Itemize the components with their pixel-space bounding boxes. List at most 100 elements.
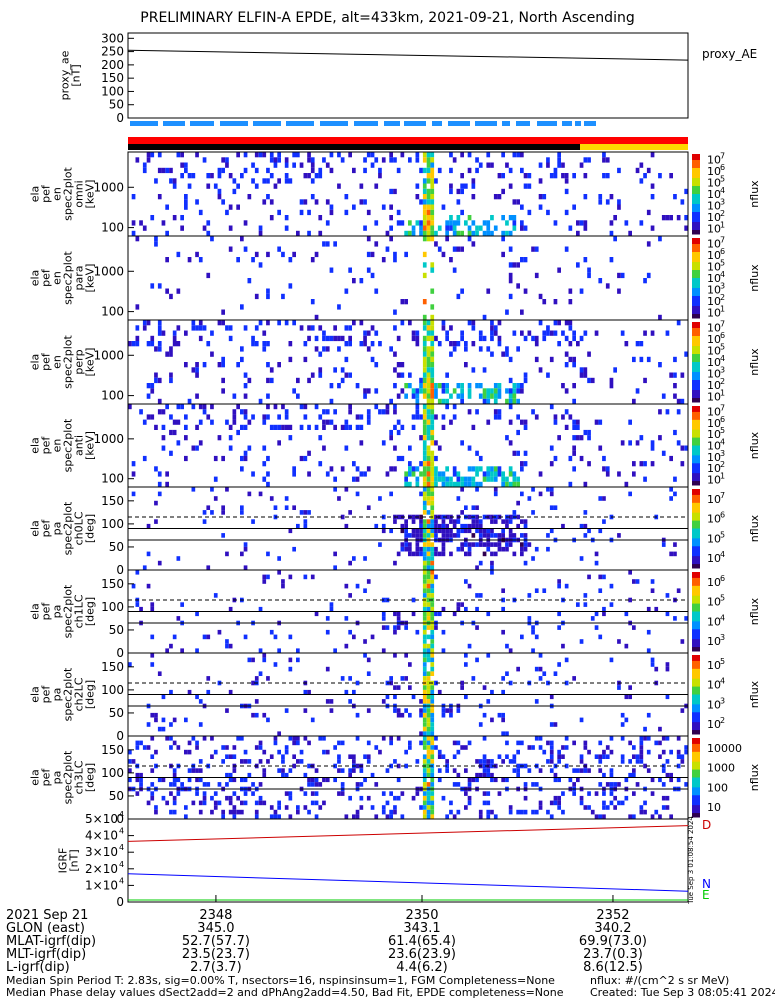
- colorbar-step: [692, 441, 700, 445]
- spec-pixel: [464, 346, 468, 352]
- spec-pixel: [437, 167, 442, 174]
- spec-pixel: [475, 593, 479, 598]
- spec-pixel: [422, 419, 427, 425]
- colorbar-tick-exp: 3: [720, 365, 725, 374]
- spec-pixel: [191, 325, 196, 331]
- spec-pixel: [277, 246, 281, 252]
- spec-pixel: [415, 393, 420, 399]
- spec-pixel: [400, 712, 405, 718]
- spec-pixel: [333, 424, 337, 430]
- spec-pixel: [658, 236, 662, 242]
- spec-pixel: [508, 528, 513, 534]
- spec-pixel: [381, 157, 386, 163]
- spec-pixel: [415, 335, 420, 342]
- spec-pixel: [546, 533, 550, 538]
- spec-pixel: [206, 173, 211, 179]
- colorbar-tick: 10: [707, 390, 721, 403]
- spec-pixel: [460, 330, 464, 336]
- spec-pixel: [426, 209, 431, 216]
- ylabel-line: pa: [51, 522, 64, 536]
- colorbar-step: [692, 156, 700, 159]
- spec-pixel: [240, 356, 244, 363]
- spec-pixel: [217, 194, 222, 200]
- spec-pixel: [587, 267, 591, 273]
- spec-pixel: [195, 745, 199, 750]
- spec-pixel: [251, 257, 255, 263]
- spec-pixel: [478, 759, 483, 764]
- spec-pixel: [430, 351, 435, 357]
- spec-pixel: [564, 763, 569, 769]
- spec-pixel: [520, 330, 524, 336]
- ylabel-line: ch2LC: [73, 677, 86, 711]
- spec-pixel: [389, 814, 393, 819]
- spec-pixel: [243, 450, 248, 456]
- spec-pixel: [583, 740, 588, 746]
- spec-pixel: [176, 777, 181, 783]
- spec-pixel: [568, 414, 573, 420]
- spec-pixel: [632, 754, 636, 759]
- colorbar-step: [692, 556, 700, 559]
- spec-pixel: [161, 777, 166, 783]
- spec-pixel: [430, 267, 435, 273]
- spec-pixel: [605, 283, 610, 289]
- spec-pixel: [366, 409, 371, 415]
- spec-pixel: [460, 685, 464, 690]
- spec-pixel: [475, 565, 479, 570]
- spec-pixel: [497, 335, 502, 342]
- spec-pixel: [307, 809, 311, 815]
- spec-pixel: [430, 236, 435, 242]
- colorbar-tick: 10: [707, 615, 721, 628]
- spec-pixel: [381, 611, 386, 617]
- spec-pixel: [538, 204, 543, 210]
- colorbar-step: [692, 809, 700, 812]
- spec-pixel: [445, 388, 449, 394]
- colorbar-step: [692, 160, 700, 163]
- spec-pixel: [337, 791, 341, 796]
- spec-pixel: [538, 471, 543, 477]
- colorbar-step: [692, 352, 700, 355]
- spec-pixel: [225, 772, 229, 778]
- spec-pixel: [628, 685, 632, 690]
- spec-pixel: [404, 230, 408, 237]
- spec-pixel: [422, 768, 427, 773]
- spec-pixel: [557, 583, 561, 589]
- spec-pixel: [576, 602, 580, 607]
- spec-pixel: [150, 283, 155, 289]
- spec-pixel: [262, 653, 267, 658]
- spec-pixel: [564, 424, 569, 430]
- spec-pixel: [673, 616, 677, 621]
- spec-pixel: [512, 152, 517, 158]
- spec-pixel: [363, 754, 367, 759]
- spec-pixel: [460, 481, 464, 487]
- spec-pixel: [680, 461, 685, 467]
- spec-pixel: [169, 293, 173, 300]
- spec-pixel: [430, 519, 435, 524]
- spec-pixel: [422, 523, 427, 529]
- spec-pixel: [277, 800, 281, 806]
- ylabel-line: [keV]: [84, 180, 97, 209]
- spec-pixel: [422, 236, 427, 242]
- spec-pixel: [408, 712, 412, 718]
- spec-pixel: [400, 523, 405, 529]
- spec-pixel: [195, 362, 199, 368]
- spec-pixel: [262, 414, 267, 420]
- colorbar-step: [692, 238, 700, 241]
- spec-pixel: [359, 424, 364, 430]
- spec-pixel: [258, 225, 263, 231]
- spec-pixel: [150, 653, 155, 658]
- spec-pixel: [139, 220, 143, 226]
- spec-pixel: [352, 278, 356, 284]
- spec-pixel: [445, 763, 449, 769]
- spec-pixel: [437, 611, 442, 617]
- spec-pixel: [277, 320, 281, 326]
- colorbar-step: [692, 672, 700, 676]
- spec-pixel: [221, 809, 225, 815]
- spec-pixel: [314, 346, 319, 352]
- spec-pixel: [587, 749, 591, 755]
- spec-pixel: [561, 330, 565, 336]
- spec-pixel: [549, 740, 554, 746]
- spec-pixel: [437, 528, 442, 534]
- spec-pixel: [564, 362, 569, 368]
- spec-pixel: [281, 754, 285, 759]
- spec-pixel: [475, 625, 479, 630]
